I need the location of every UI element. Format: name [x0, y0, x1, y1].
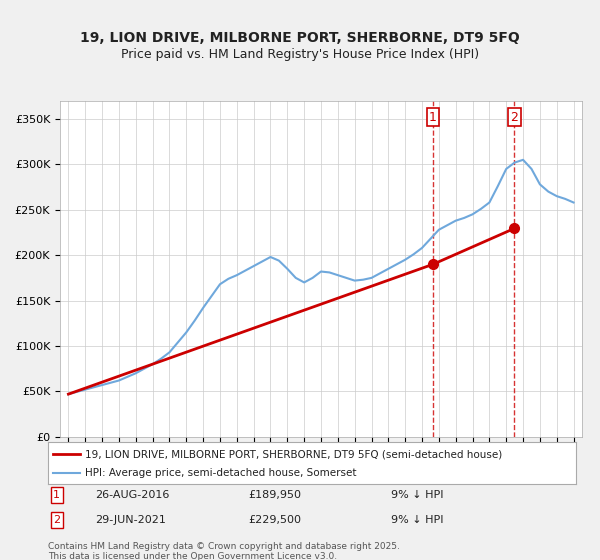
- Text: 19, LION DRIVE, MILBORNE PORT, SHERBORNE, DT9 5FQ: 19, LION DRIVE, MILBORNE PORT, SHERBORNE…: [80, 31, 520, 45]
- Text: 26-AUG-2016: 26-AUG-2016: [95, 490, 170, 500]
- Text: Price paid vs. HM Land Registry's House Price Index (HPI): Price paid vs. HM Land Registry's House …: [121, 48, 479, 60]
- Text: £229,500: £229,500: [248, 515, 302, 525]
- Text: 2: 2: [53, 515, 61, 525]
- Text: 19, LION DRIVE, MILBORNE PORT, SHERBORNE, DT9 5FQ (semi-detached house): 19, LION DRIVE, MILBORNE PORT, SHERBORNE…: [85, 449, 502, 459]
- Text: HPI: Average price, semi-detached house, Somerset: HPI: Average price, semi-detached house,…: [85, 468, 356, 478]
- Text: 9% ↓ HPI: 9% ↓ HPI: [391, 490, 444, 500]
- Text: Contains HM Land Registry data © Crown copyright and database right 2025.
This d: Contains HM Land Registry data © Crown c…: [48, 542, 400, 560]
- Text: 1: 1: [53, 490, 60, 500]
- Text: 9% ↓ HPI: 9% ↓ HPI: [391, 515, 444, 525]
- Text: £189,950: £189,950: [248, 490, 302, 500]
- Text: 1: 1: [429, 111, 437, 124]
- Text: 29-JUN-2021: 29-JUN-2021: [95, 515, 166, 525]
- Text: 2: 2: [511, 111, 518, 124]
